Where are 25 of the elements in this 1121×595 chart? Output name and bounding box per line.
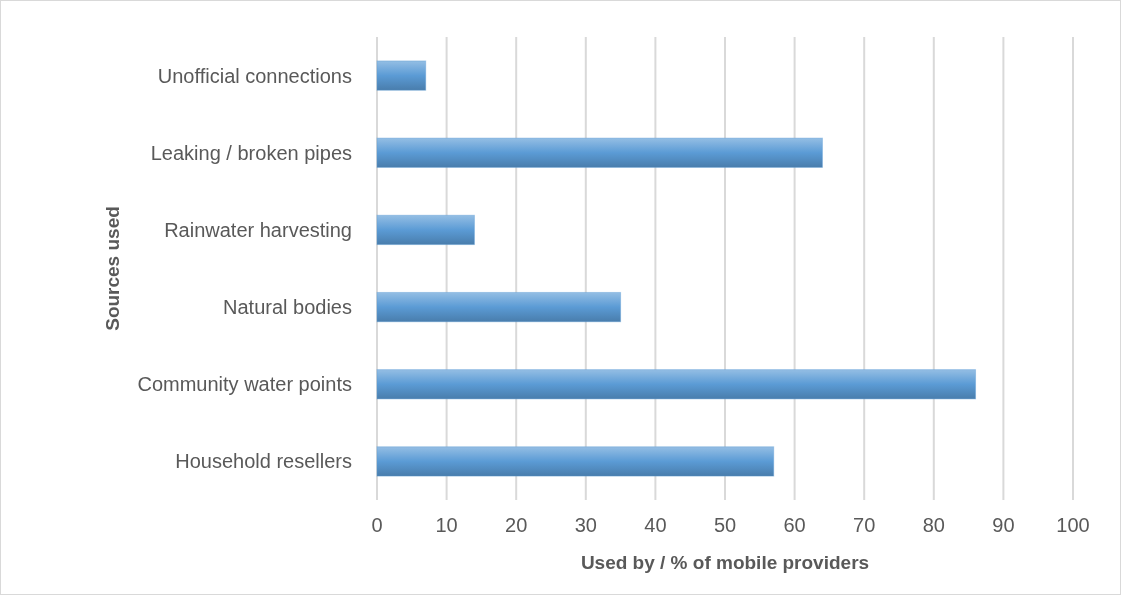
bar (376, 369, 977, 400)
x-tick-label: 80 (922, 514, 945, 537)
x-tick-label: 0 (371, 514, 383, 537)
x-tick-label: 90 (992, 514, 1015, 537)
x-tick-label: 20 (505, 514, 528, 537)
x-tick-label: 100 (1056, 514, 1090, 537)
y-tick-label: Leaking / broken pipes (150, 141, 352, 164)
bar (376, 137, 823, 168)
bar (376, 291, 622, 323)
bar (376, 60, 427, 91)
x-tick-label: 40 (644, 514, 667, 537)
x-axis-title: Used by / % of mobile providers (580, 551, 870, 573)
y-tick-label: Unofficial connections (157, 64, 352, 87)
bar (376, 446, 775, 477)
x-tick-label: 60 (783, 514, 806, 537)
y-axis-title: Sources used (101, 206, 123, 331)
x-tick-label: 70 (853, 514, 876, 537)
x-tick-label: 30 (574, 514, 597, 537)
y-tick-label: Natural bodies (223, 296, 352, 319)
y-tick-label: Household resellers (175, 450, 352, 473)
bar (376, 214, 475, 246)
x-tick-label: 50 (713, 514, 737, 537)
y-tick-label: Rainwater harvesting (164, 218, 352, 241)
y-tick-label: Community water points (137, 373, 352, 396)
x-tick-label: 10 (435, 514, 458, 537)
